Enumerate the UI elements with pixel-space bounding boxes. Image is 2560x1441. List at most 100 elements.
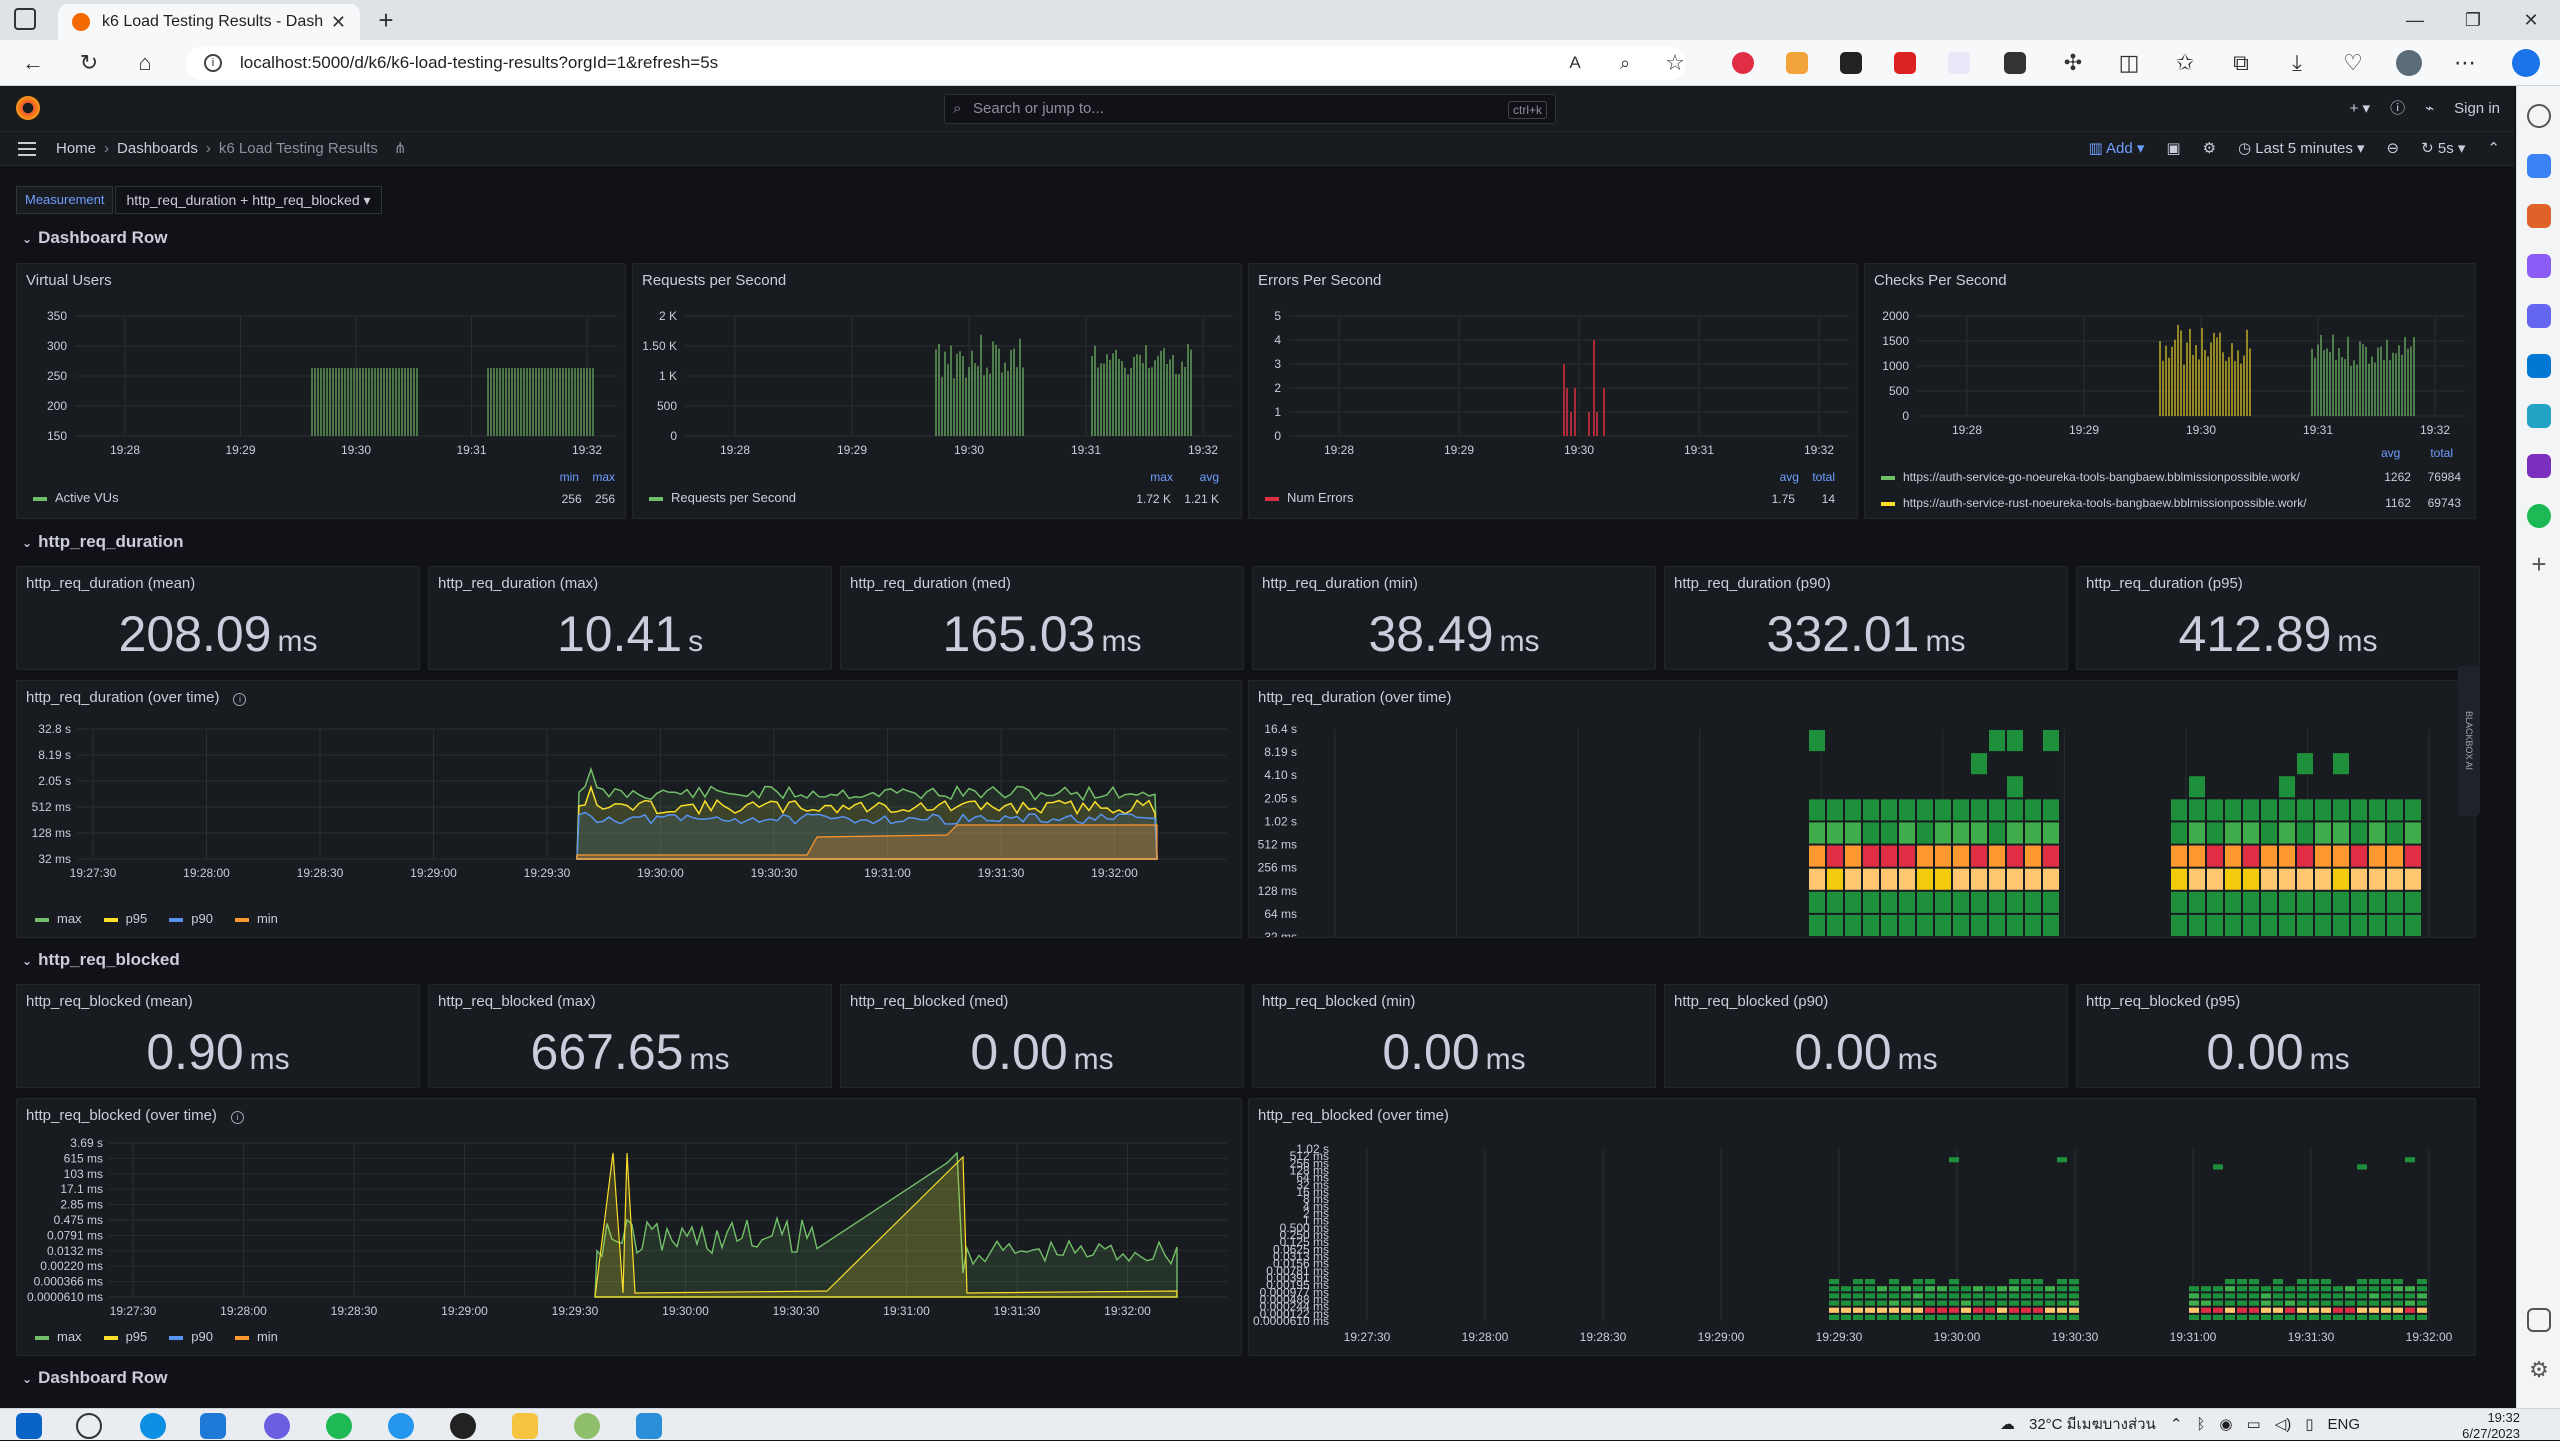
panel-requests-per-second[interactable]: Requests per Second 2 K 1.50 K 1 K 500 0 19:2…	[632, 263, 1242, 519]
panel-checks-per-second[interactable]: Checks Per Second 2000 1500 1000 500 0 19:28 1…	[1864, 263, 2476, 519]
github-icon[interactable]	[450, 1413, 476, 1439]
zoom-out-icon[interactable]: ⊖	[2386, 140, 2400, 157]
settings-gear-icon[interactable]: ⚙	[2529, 1357, 2549, 1382]
tab-actions-icon[interactable]	[14, 8, 36, 30]
panel-blocked-timeseries[interactable]: http_req_blocked (over time) i 3.69 s 615 …	[16, 1098, 1242, 1356]
battery-icon[interactable]: ▯	[2305, 1416, 2314, 1433]
menu-hamburger-icon[interactable]	[18, 142, 36, 156]
sign-in-link[interactable]: Sign in	[2454, 100, 2500, 117]
app-icon[interactable]	[574, 1413, 600, 1439]
discord-icon[interactable]	[264, 1413, 290, 1439]
drop-icon[interactable]	[2527, 404, 2551, 428]
breadcrumb-home[interactable]: Home	[56, 140, 97, 157]
panel-virtual-users[interactable]: Virtual Users 350 300 250 200 150 19:28 19:29 1…	[16, 263, 626, 519]
stat-panel[interactable]: http_req_duration (p95) 412.89 ms	[2076, 566, 2480, 670]
stat-panel[interactable]: http_req_blocked (med) 0.00 ms	[840, 984, 1244, 1088]
refresh-picker[interactable]: ↻ 5s ▾	[2421, 140, 2466, 157]
legend-item[interactable]: Active VUs	[33, 490, 119, 505]
legend-item[interactable]: https://auth-service-go-noeureka-tools-b…	[1881, 470, 2300, 484]
legend-item[interactable]: p95	[103, 911, 147, 926]
browser-tab[interactable]: k6 Load Testing Results - Dashbo ✕	[58, 4, 360, 40]
legend-item[interactable]: max	[35, 1329, 82, 1344]
docker-icon[interactable]	[388, 1413, 414, 1439]
vscode-icon[interactable]	[200, 1413, 226, 1439]
dashboard-settings-icon[interactable]: ⚙	[2202, 140, 2217, 157]
stat-panel[interactable]: http_req_blocked (max) 667.65 ms	[428, 984, 832, 1088]
stat-panel[interactable]: http_req_duration (mean) 208.09 ms	[16, 566, 420, 670]
maximize-icon[interactable]: ❐	[2464, 10, 2482, 30]
refresh-icon[interactable]: ↻	[79, 50, 99, 75]
weather-icon[interactable]: ☁	[1999, 1416, 2015, 1433]
bluetooth-icon[interactable]: ᛒ	[2196, 1416, 2206, 1433]
stat-panel[interactable]: http_req_duration (min) 38.49 ms	[1252, 566, 1656, 670]
spotify-icon[interactable]	[326, 1413, 352, 1439]
read-aloud-icon[interactable]: A	[1569, 53, 1581, 72]
legend-item[interactable]: p95	[103, 1329, 147, 1344]
stat-panel[interactable]: http_req_duration (max) 10.41 s	[428, 566, 832, 670]
copilot-icon[interactable]	[2512, 49, 2540, 77]
steam-icon[interactable]: ◉	[2219, 1416, 2233, 1433]
spotify-icon[interactable]	[2527, 504, 2551, 528]
network-icon[interactable]: ▭	[2246, 1416, 2261, 1433]
collapse-icon[interactable]: ⌃	[2487, 140, 2500, 157]
panel-duration-heatmap[interactable]: http_req_duration (over time) 16.4 s 8.19…	[1248, 680, 2476, 938]
row-header[interactable]: ⌄ Dashboard Row	[22, 1368, 167, 1388]
search-icon[interactable]	[76, 1413, 102, 1439]
stat-panel[interactable]: http_req_blocked (p90) 0.00 ms	[1664, 984, 2068, 1088]
profile-avatar[interactable]	[2396, 50, 2422, 76]
legend-item[interactable]: max	[35, 911, 82, 926]
windows-start-icon[interactable]	[16, 1413, 42, 1439]
add-sidebar-app-icon[interactable]: +	[2531, 549, 2547, 579]
row-header[interactable]: ⌄ http_req_blocked	[22, 950, 180, 970]
url-field[interactable]: i localhost:5000/d/k6/k6-load-testing-res…	[186, 46, 1686, 80]
split-screen-icon[interactable]: ◫	[2118, 50, 2140, 75]
blackbox-side-tab[interactable]: BLACKBOX AI	[2458, 666, 2480, 816]
games-icon[interactable]	[2527, 254, 2551, 278]
zoom-icon[interactable]: ⌕	[1619, 53, 1631, 73]
collections-icon[interactable]: ⧉	[2233, 50, 2249, 75]
variable-select[interactable]: http_req_duration + http_req_blocked ▾	[115, 186, 382, 214]
favorites-icon[interactable]: ✩	[2175, 50, 2195, 75]
legend-item[interactable]: p90	[169, 1329, 213, 1344]
onenote-icon[interactable]	[2527, 454, 2551, 478]
share-icon[interactable]: ⋔	[393, 140, 407, 157]
site-info-icon[interactable]: i	[204, 54, 222, 72]
clock[interactable]: 19:32 6/27/2023	[2462, 1411, 2520, 1441]
m365-icon[interactable]	[2527, 304, 2551, 328]
search-icon[interactable]	[2527, 104, 2551, 128]
row-header[interactable]: ⌄ Dashboard Row	[22, 228, 167, 248]
extension-icon[interactable]	[1786, 52, 1808, 74]
weather-text[interactable]: 32°C มีเมฆบางส่วน	[2028, 1416, 2156, 1433]
grafana-logo-icon[interactable]	[16, 96, 40, 120]
extension-icon[interactable]	[2004, 52, 2026, 74]
new-menu-icon[interactable]: + ▾	[2349, 100, 2371, 117]
breadcrumb-dashboards[interactable]: Dashboards	[117, 140, 198, 157]
panel-errors-per-second[interactable]: Errors Per Second 5 4 3 2 1 0 19:28 19:29 19:30 1…	[1248, 263, 1858, 519]
save-dashboard-icon[interactable]: ▣	[2166, 140, 2181, 157]
extension-icon[interactable]	[1894, 52, 1916, 74]
legend-item[interactable]: https://auth-service-rust-noeureka-tools…	[1881, 496, 2307, 510]
shopping-icon[interactable]	[2527, 154, 2551, 178]
extension-icon[interactable]	[1948, 52, 1970, 74]
app-icon[interactable]	[636, 1413, 662, 1439]
file-explorer-icon[interactable]	[512, 1413, 538, 1439]
stat-panel[interactable]: http_req_blocked (min) 0.00 ms	[1252, 984, 1656, 1088]
adblock-extension-icon[interactable]	[1732, 52, 1754, 74]
extension-icon[interactable]	[1840, 52, 1862, 74]
close-window-icon[interactable]: ✕	[2523, 10, 2539, 30]
extensions-icon[interactable]: ✣	[2063, 50, 2083, 75]
sidebar-toggle-icon[interactable]	[2527, 1308, 2551, 1332]
row-header[interactable]: ⌄ http_req_duration	[22, 532, 184, 552]
stat-panel[interactable]: http_req_blocked (mean) 0.90 ms	[16, 984, 420, 1088]
legend-item[interactable]: Num Errors	[1265, 490, 1353, 505]
favorite-star-icon[interactable]: ☆	[1665, 50, 1685, 75]
language-indicator[interactable]: ENG	[2327, 1416, 2360, 1433]
help-icon[interactable]: ⓘ	[2390, 100, 2406, 117]
search-input[interactable]: ⌕ Search or jump to... ctrl+k	[944, 94, 1556, 124]
legend-item[interactable]: min	[234, 911, 278, 926]
info-icon[interactable]: i	[230, 1111, 244, 1124]
edge-icon[interactable]	[140, 1413, 166, 1439]
legend-item[interactable]: min	[234, 1329, 278, 1344]
more-menu-icon[interactable]: ⋯	[2454, 50, 2476, 75]
close-tab-icon[interactable]: ✕	[330, 11, 346, 32]
